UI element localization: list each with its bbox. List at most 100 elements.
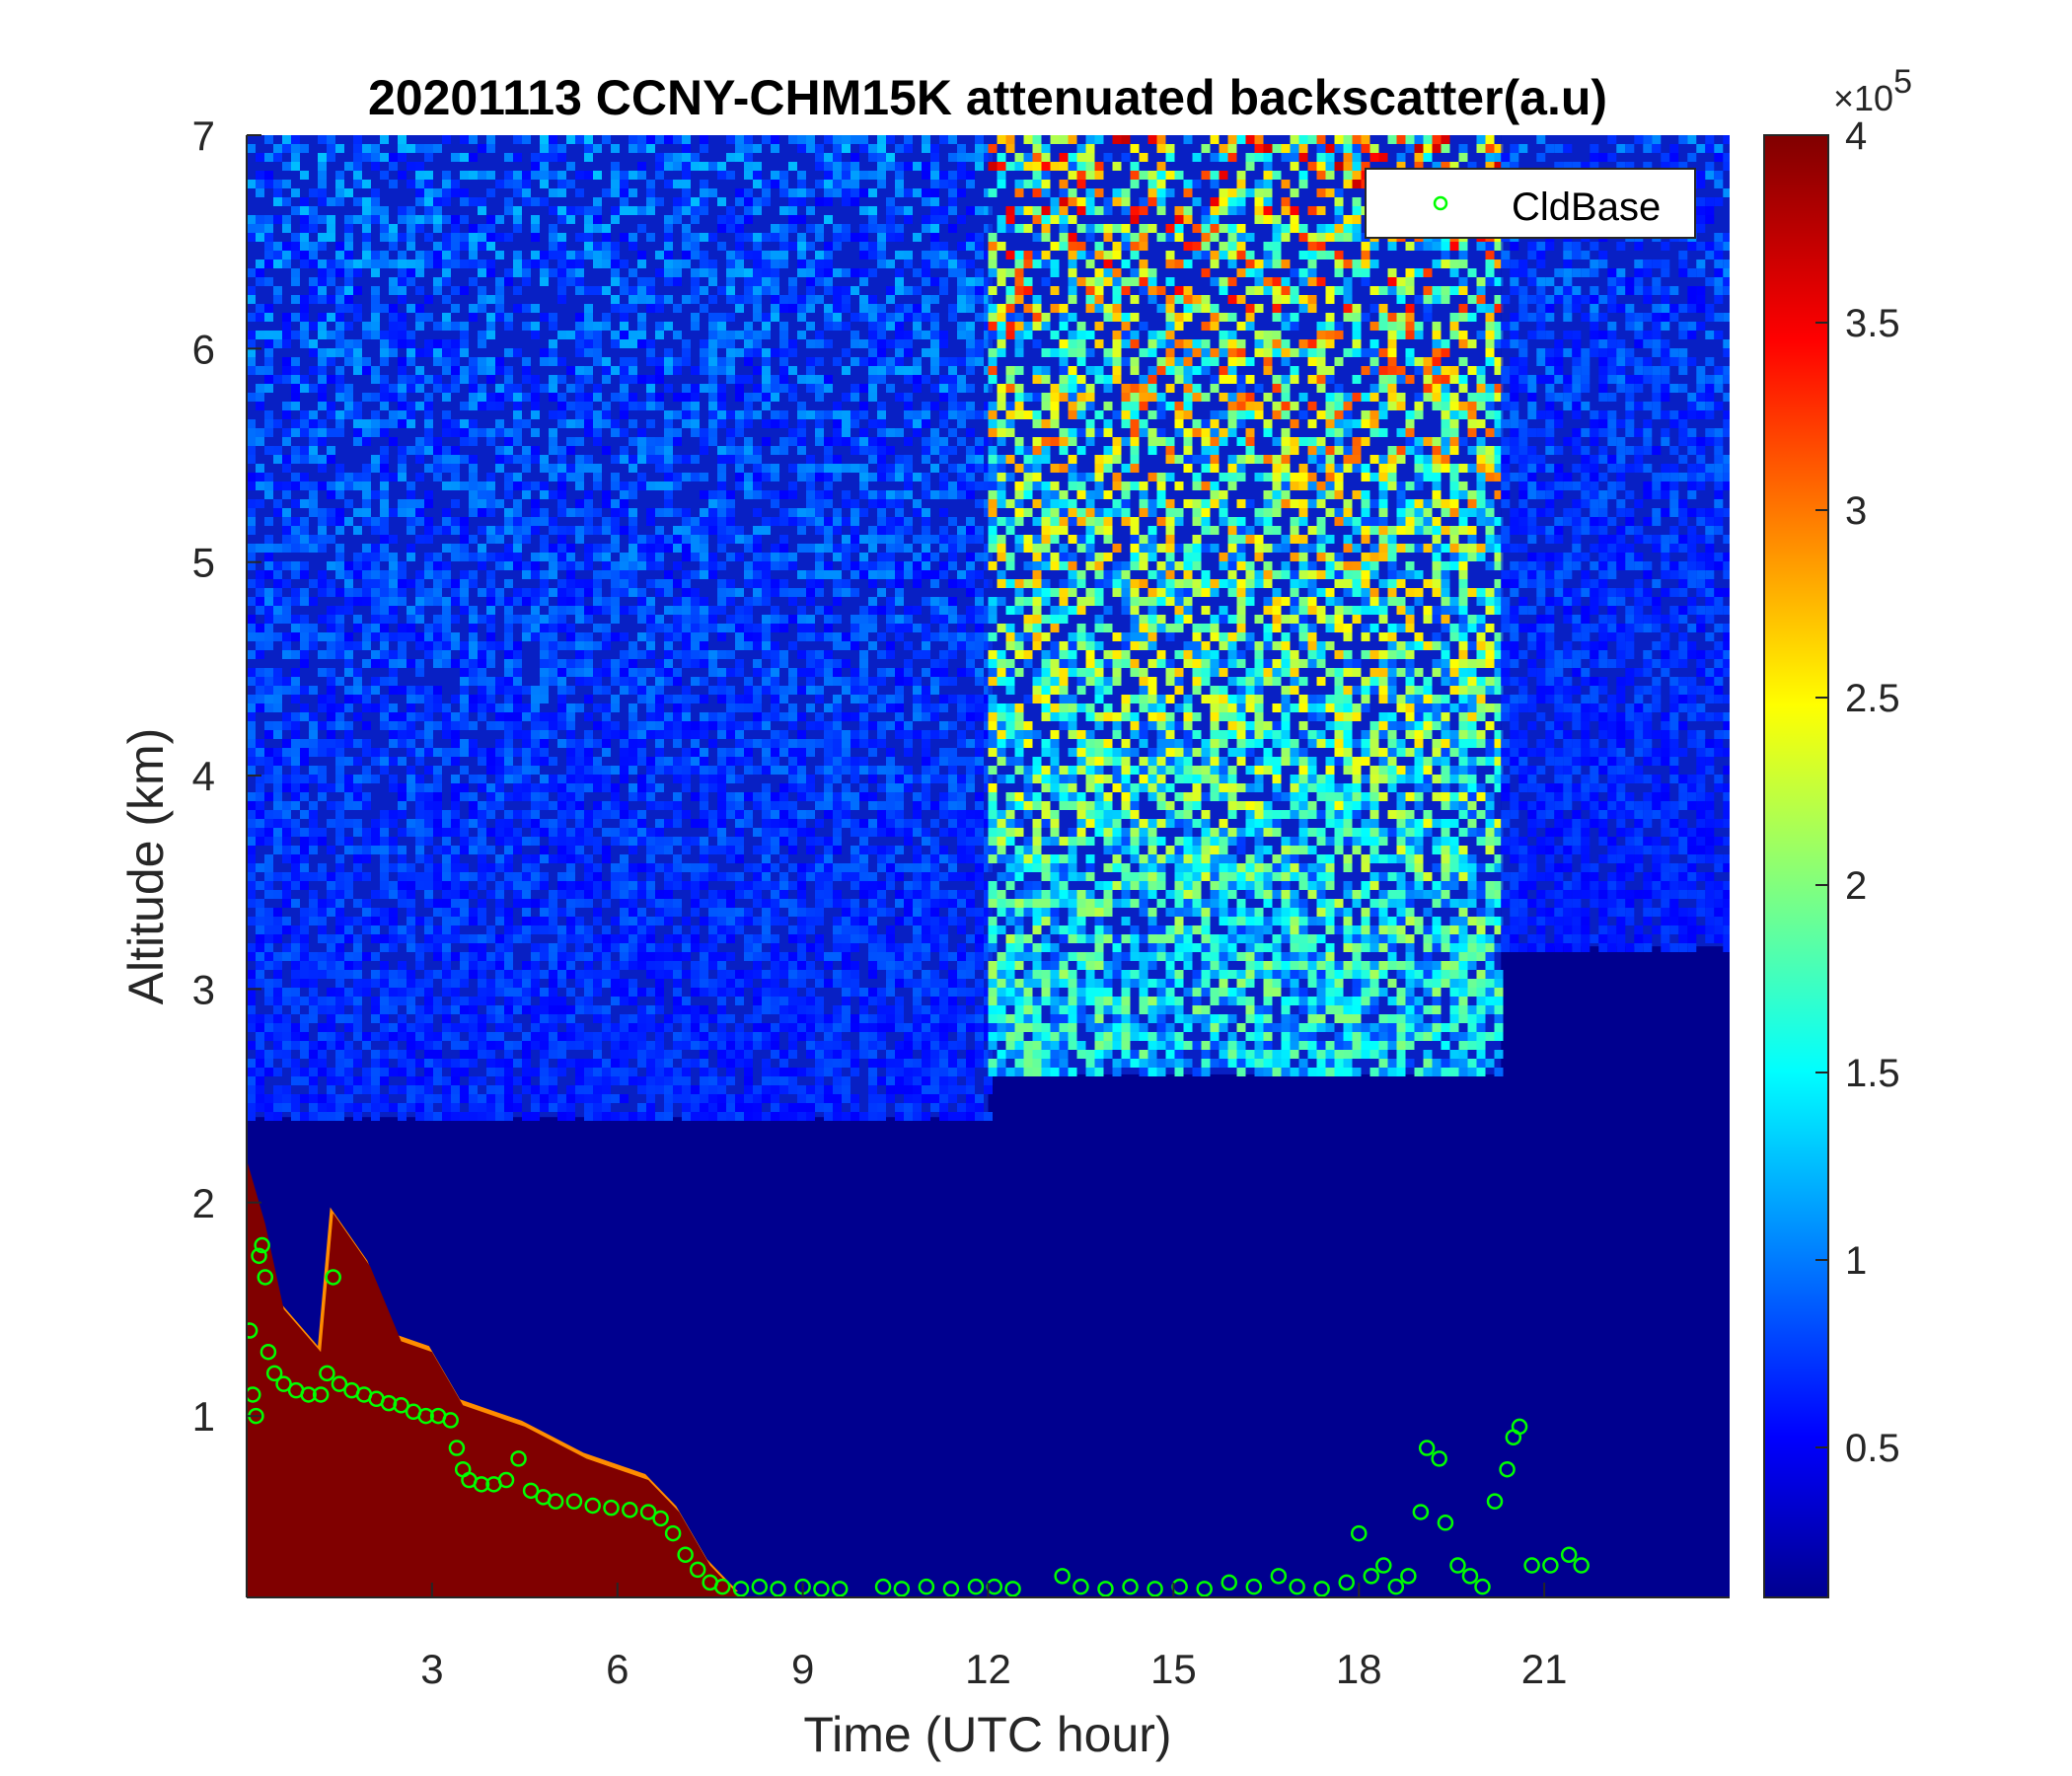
noise-cell [717, 464, 726, 473]
noise-cell [371, 979, 380, 988]
noise-cell [691, 215, 700, 224]
noise-cell [584, 1059, 593, 1068]
noise-cell [620, 837, 629, 846]
noise-cell [673, 135, 682, 144]
noise-cell [682, 135, 691, 144]
noise-cell [779, 1112, 788, 1121]
noise-cell [682, 650, 691, 659]
noise-cell [522, 135, 531, 144]
noise-cell [451, 712, 460, 721]
noise-cell [256, 819, 264, 828]
noise-cell [291, 1005, 300, 1014]
noise-cell [353, 259, 362, 268]
noise-cell [513, 553, 522, 561]
noise-cell [282, 162, 291, 171]
noise-cell [264, 384, 273, 393]
noise-cell [415, 979, 424, 988]
noise-cell [602, 881, 611, 890]
noise-cell [637, 402, 646, 410]
noise-cell [442, 988, 451, 997]
noise-cell [682, 517, 691, 526]
noise-cell [771, 677, 779, 686]
noise-cell [691, 641, 700, 650]
noise-cell [762, 1032, 771, 1041]
noise-cell [726, 650, 735, 659]
noise-cell [327, 402, 335, 410]
noise-cell [335, 988, 344, 997]
noise-cell [682, 837, 691, 846]
noise-cell [753, 206, 762, 215]
noise-cell [735, 997, 744, 1005]
noise-cell [771, 1068, 779, 1076]
noise-cell [398, 881, 407, 890]
noise-cell [762, 473, 771, 481]
noise-cell [531, 508, 540, 517]
noise-cell [389, 304, 398, 313]
noise-cell [788, 908, 797, 917]
noise-cell [264, 810, 273, 819]
noise-cell [833, 695, 842, 703]
noise-cell [300, 837, 309, 846]
noise-cell [806, 517, 815, 526]
noise-cell [753, 1112, 762, 1121]
noise-cell [620, 561, 629, 570]
noise-cell [637, 757, 646, 766]
noise-cell [451, 251, 460, 259]
noise-cell [664, 135, 673, 144]
noise-cell [584, 952, 593, 961]
noise-cell [673, 428, 682, 437]
noise-cell [549, 624, 557, 632]
noise-cell [451, 455, 460, 464]
noise-cell [566, 419, 575, 428]
noise-cell [779, 304, 788, 313]
noise-cell [779, 357, 788, 366]
noise-cell [611, 144, 620, 153]
noise-cell [273, 251, 282, 259]
noise-cell [655, 828, 664, 837]
noise-cell [655, 153, 664, 162]
noise-cell [309, 917, 318, 925]
noise-cell [424, 402, 433, 410]
noise-cell [700, 1085, 708, 1094]
noise-cell [264, 925, 273, 934]
noise-cell [744, 233, 753, 242]
noise-cell [575, 561, 584, 570]
noise-cell [735, 1032, 744, 1041]
noise-cell [717, 339, 726, 348]
noise-cell [788, 615, 797, 624]
noise-cell [575, 339, 584, 348]
noise-cell [824, 775, 833, 783]
noise-cell [771, 1005, 779, 1014]
noise-cell [282, 677, 291, 686]
noise-cell [629, 233, 637, 242]
noise-cell [664, 1076, 673, 1085]
noise-cell [309, 970, 318, 979]
noise-cell [469, 535, 478, 544]
noise-cell [469, 251, 478, 259]
noise-cell [513, 712, 522, 721]
noise-cell [744, 908, 753, 917]
noise-cell [646, 783, 655, 792]
noise-cell [771, 348, 779, 357]
noise-cell [700, 197, 708, 206]
noise-cell [629, 952, 637, 961]
noise-cell [575, 1085, 584, 1094]
noise-cell [593, 384, 602, 393]
noise-cell [557, 703, 566, 712]
noise-cell [282, 428, 291, 437]
noise-cell [717, 1059, 726, 1068]
noise-cell [380, 943, 389, 952]
noise-cell [371, 1014, 380, 1023]
noise-cell [309, 846, 318, 854]
noise-cell [273, 215, 282, 224]
noise-cell [442, 561, 451, 570]
noise-cell [584, 650, 593, 659]
noise-cell [566, 952, 575, 961]
noise-cell [247, 1041, 256, 1050]
noise-cell [575, 1041, 584, 1050]
noise-cell [540, 632, 549, 641]
noise-cell [700, 854, 708, 863]
noise-cell [833, 810, 842, 819]
noise-cell [362, 499, 371, 508]
noise-cell [824, 517, 833, 526]
